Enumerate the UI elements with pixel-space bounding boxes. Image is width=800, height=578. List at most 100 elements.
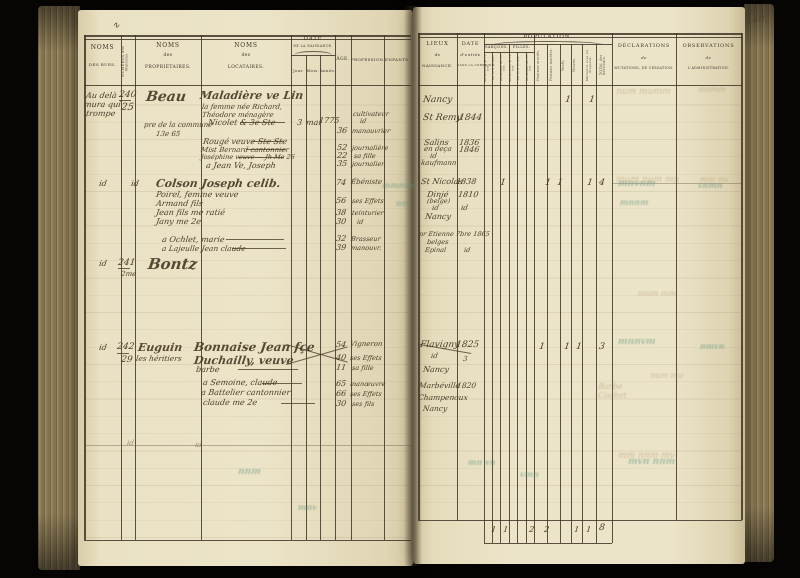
handwriting: Cochet: [597, 391, 628, 400]
ink-stroke: [238, 157, 284, 159]
rule-line: [582, 520, 583, 543]
col-date-entree-de: d'entrée: [460, 52, 481, 57]
left-page: [78, 10, 413, 566]
col-noms-rues: NOMS: [90, 44, 115, 51]
handwriting: Poirel, femme veuve: [155, 190, 240, 199]
handwriting: manœuvre: [349, 380, 387, 388]
rule-line: [509, 520, 510, 543]
ink-stroke: [226, 239, 284, 241]
rule-line: [612, 520, 613, 543]
handwriting: journalier: [351, 160, 386, 168]
handwriting: 1846: [458, 145, 481, 154]
ink-stroke: [246, 149, 286, 151]
rule-line: [457, 33, 459, 520]
handwriting: 40: [335, 353, 347, 362]
rule-line: [291, 55, 335, 56]
handwriting: 1844: [458, 113, 483, 123]
rule-line: [484, 543, 612, 545]
rule-line: [741, 33, 743, 520]
ink-stroke: [117, 353, 129, 355]
handwriting: 39: [335, 243, 347, 252]
ink-stroke: [262, 383, 302, 385]
rule-line: [320, 55, 321, 540]
handwriting: 1838: [455, 177, 478, 186]
handwriting: claude me 2e: [202, 398, 258, 407]
rule-line: [517, 52, 518, 520]
handwriting: Nancy: [424, 212, 452, 221]
ink-stroke: [232, 248, 286, 250]
ink-stroke: [119, 100, 131, 102]
col-enfants: ENFANTS.: [385, 57, 410, 62]
col-declarations-de: de: [641, 55, 647, 60]
handwriting: id: [430, 352, 439, 360]
handwriting: Marbéville: [418, 381, 461, 390]
col-proprietaires-de: des: [163, 53, 173, 58]
handwriting: 66: [335, 389, 347, 398]
handwriting: 74: [335, 178, 347, 187]
col-annee: Année.: [320, 68, 336, 73]
handwriting: ses Effets: [349, 390, 383, 398]
handwriting: mnnvm: [617, 337, 657, 347]
rule-line: [526, 520, 527, 543]
handwriting: 32: [335, 234, 347, 243]
handwriting: mum num mu: [615, 175, 680, 185]
handwriting: 13e 65: [155, 130, 181, 138]
handwriting: id: [463, 246, 471, 254]
handwriting: cultivateur: [352, 110, 390, 118]
col-filles-3: Au-dessus de 18 ans.: [526, 55, 532, 81]
handwriting: id: [431, 204, 440, 212]
handwriting: 30: [335, 217, 347, 226]
handwriting: id: [130, 179, 140, 188]
handwriting: Colson Joseph celib.: [155, 177, 282, 190]
date-brace: [294, 51, 332, 55]
rule-line: [335, 35, 337, 540]
ink-stroke: [281, 403, 315, 405]
handwriting: nn: [395, 198, 409, 208]
handwriting: les héritiers: [135, 354, 183, 363]
col-lieux-sub: NAISSANCE.: [421, 63, 454, 68]
handwriting: kaufmann: [420, 159, 457, 167]
handwriting: ses Effets: [349, 354, 383, 362]
rule-line: [418, 85, 742, 87]
handwriting: 1820: [456, 381, 477, 390]
rule-line: [418, 36, 742, 38]
handwriting: barbe: [195, 365, 221, 374]
handwriting: a Ochlet, marie: [161, 235, 226, 244]
rule-line: [418, 33, 742, 35]
col-total: TOTAL des habitants.: [599, 54, 607, 76]
rule-line: [291, 35, 293, 540]
handwriting: 54: [335, 340, 347, 349]
col-date-entree-sub: DANS LA COMMUNE.: [457, 63, 496, 67]
col-date-naissance: DATE: [303, 36, 323, 42]
handwriting: num mumm: [615, 87, 672, 97]
handwriting: Beau: [144, 89, 188, 105]
rule-line: [351, 35, 353, 540]
rule-line: [500, 52, 501, 520]
handwriting: id: [98, 343, 108, 352]
handwriting: 25: [120, 102, 135, 113]
handwriting: Au delà: [85, 91, 118, 100]
ink-stroke: [84, 445, 412, 446]
handwriting: Ébéniste: [350, 178, 383, 186]
col-filles-1: Au-dessous de 12 ans.: [509, 54, 515, 82]
rule-line: [121, 35, 123, 540]
rule-line: [560, 520, 561, 543]
left-page-edges: [38, 6, 80, 570]
ink-stroke: [238, 369, 298, 371]
col-observations-sub: L'ADMINISTRATION.: [687, 66, 730, 70]
handwriting: la femme née Richard,: [201, 103, 283, 111]
handwriting: id: [460, 204, 469, 212]
handwriting: Bontz: [146, 255, 199, 273]
ink-stroke: [612, 183, 742, 184]
col-filles-2: De 12 à 18 ans.: [517, 55, 520, 81]
handwriting: 35: [336, 159, 348, 168]
handwriting: Nancy: [422, 404, 448, 413]
col-locataires-sub: LOCATAIRES.: [227, 65, 265, 70]
handwriting: Epinal: [424, 246, 447, 254]
handwriting: mn vn: [467, 457, 497, 467]
handwriting: 241: [117, 258, 136, 268]
handwriting: id: [356, 218, 364, 226]
rule-line: [517, 520, 518, 543]
handwriting: a Jean Ve, Joseph: [205, 161, 277, 170]
